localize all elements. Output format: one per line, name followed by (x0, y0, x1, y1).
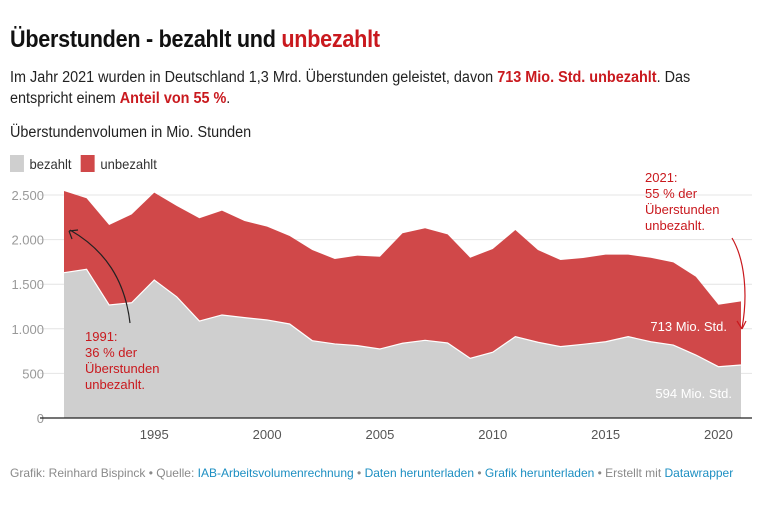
legend-label-bezahlt: bezahlt (29, 155, 72, 172)
x-tick-label: 1995 (140, 427, 169, 442)
x-axis: 1995 2000 2005 2010 2015 2020 (40, 417, 752, 442)
footer-source-label: Quelle: (156, 466, 198, 480)
footer-sep: • (594, 466, 606, 480)
chart-subtitle: Überstundenvolumen in Mio. Stunden (10, 124, 252, 141)
source-link[interactable]: IAB-Arbeitsvolumenrechnung (197, 466, 354, 480)
label-bezahlt-2021: 594 Mio. Std. (655, 386, 732, 401)
desc-text-2: . Das entspricht einem (10, 69, 691, 107)
x-tick-label: 2000 (253, 427, 282, 442)
x-tick-label: 2015 (591, 427, 620, 442)
datawrapper-link[interactable]: Datawrapper (664, 466, 734, 480)
area-boundary (63, 268, 742, 368)
footer-credit: Grafik: Reinhard Bispinck (10, 466, 146, 480)
y-tick-label: 2.000 (11, 233, 44, 248)
title-text: Überstunden - bezahlt und (10, 26, 282, 53)
legend-item-unbezahlt: unbezahlt (80, 155, 157, 172)
title-highlight: unbezahlt (281, 26, 380, 53)
annotation-1991-line: 36 % der (85, 345, 138, 360)
footer-sep: • (474, 466, 485, 480)
annotation-1991-line: 1991: (85, 329, 118, 344)
legend-swatch-unbezahlt (80, 155, 95, 172)
y-tick-label: 2.500 (11, 188, 44, 203)
annotation-1991-line: unbezahlt. (85, 377, 145, 392)
annotations: 1991:36 % derÜberstundenunbezahlt.2021:5… (68, 170, 747, 401)
x-tick-label: 2005 (365, 427, 394, 442)
x-tick-label: 2020 (704, 427, 733, 442)
annotation-2021-line: 55 % der (645, 186, 698, 201)
download-image-link[interactable]: Grafik herunterladen (484, 466, 595, 480)
legend: bezahlt unbezahlt (10, 155, 166, 172)
y-tick-label: 1.500 (11, 277, 44, 292)
chart-title: Überstunden - bezahlt und unbezahlt (10, 26, 380, 54)
annotation-2021-line: unbezahlt. (645, 218, 705, 233)
arrow-2021 (731, 237, 746, 329)
x-tick-label: 2010 (478, 427, 507, 442)
label-unbezahlt-2021: 713 Mio. Std. (650, 319, 727, 334)
arrowhead-1991 (68, 229, 79, 240)
desc-text-1: Im Jahr 2021 wurden in Deutschland 1,3 M… (10, 69, 498, 86)
annotation-2021-line: 2021: (645, 170, 678, 185)
arrow-1991 (69, 229, 131, 324)
annotation-2021-line: Überstunden (645, 202, 719, 217)
desc-highlight-1: 713 Mio. Std. unbezahlt (497, 69, 657, 86)
footer-sep: • (145, 466, 157, 480)
annotation-1991-line: Überstunden (85, 361, 159, 376)
area-unbezahlt (64, 190, 741, 367)
areas (63, 190, 742, 418)
footer-made-with: Erstellt mit (605, 466, 665, 480)
download-data-link[interactable]: Daten herunterladen (364, 466, 475, 480)
chart-description: Im Jahr 2021 wurden in Deutschland 1,3 M… (10, 67, 717, 109)
legend-label-unbezahlt: unbezahlt (100, 155, 157, 172)
y-tick-label: 500 (22, 366, 44, 381)
legend-swatch-bezahlt (10, 155, 24, 172)
y-tick-label: 1.000 (11, 322, 44, 337)
arrowhead-2021 (736, 320, 747, 330)
desc-highlight-2: Anteil von 55 % (119, 90, 227, 107)
footer-sep: • (353, 466, 365, 480)
footer: Grafik: Reinhard Bispinck • Quelle: IAB-… (10, 466, 733, 480)
legend-item-bezahlt: bezahlt (10, 155, 72, 172)
desc-text-3: . (226, 90, 231, 107)
